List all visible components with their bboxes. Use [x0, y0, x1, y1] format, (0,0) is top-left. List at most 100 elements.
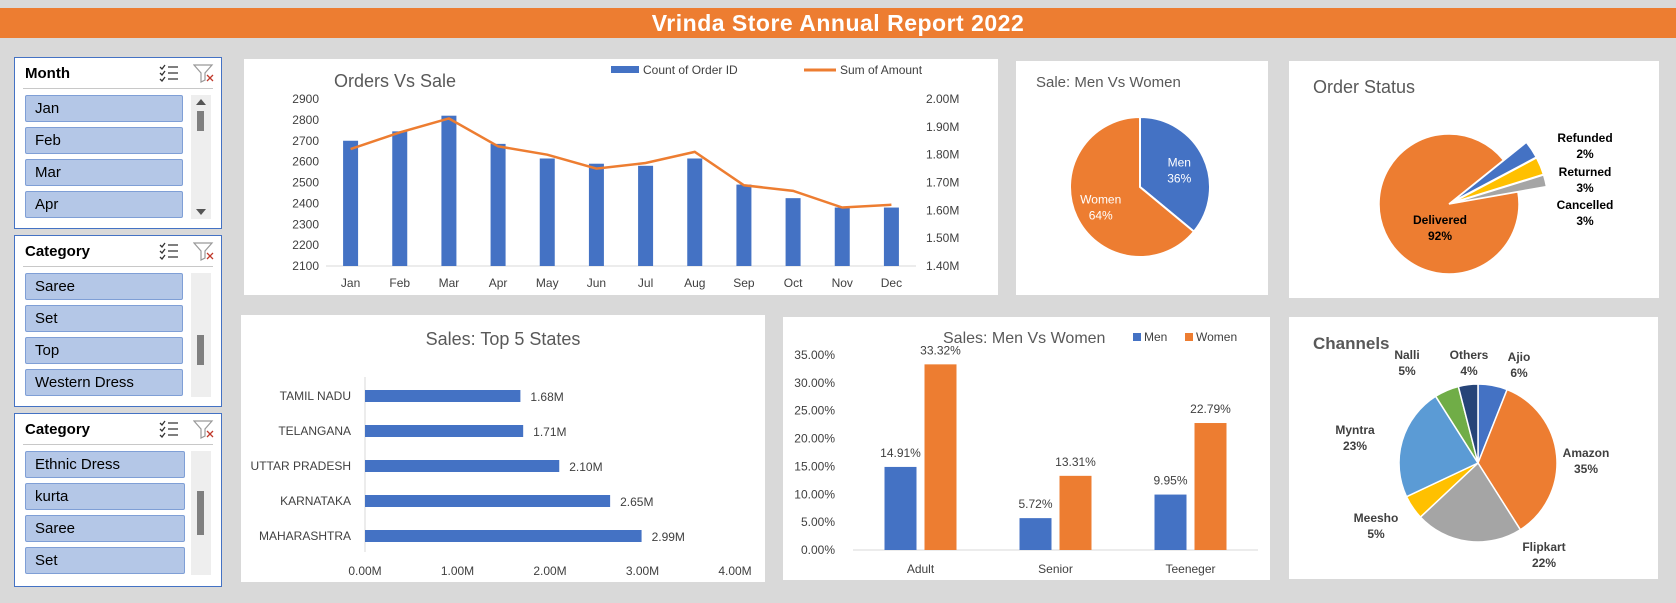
- bar-orders: [441, 116, 456, 266]
- y-tick-label: 25.00%: [794, 404, 835, 418]
- slicer-item[interactable]: Set: [25, 547, 185, 574]
- x-tick-label: Senior: [1038, 562, 1073, 576]
- bar-state: [365, 425, 523, 437]
- slicer-item[interactable]: kurta: [25, 483, 185, 510]
- slicer-item[interactable]: Jan: [25, 95, 183, 122]
- x-tick-label: Sep: [733, 276, 755, 290]
- order-status-pie: Order Status Delivered 92% Cancelled 3% Retur…: [1289, 61, 1659, 298]
- multi-select-icon[interactable]: [158, 241, 180, 261]
- channels-pie: ChannelsAjio6%Amazon35%Flipkart22%Meesho…: [1289, 317, 1658, 579]
- slicer-item[interactable]: Apr: [25, 191, 183, 218]
- slice-label: Flipkart: [1522, 540, 1565, 554]
- slice-pct: 23%: [1343, 439, 1367, 453]
- slicer-item[interactable]: Mar: [25, 159, 183, 186]
- orders-vs-sale-chart: Orders Vs Sale Count of Order ID Sum of Am…: [244, 59, 998, 295]
- bar-data-label: 33.32%: [920, 343, 961, 357]
- legend-label-women: Women: [1196, 330, 1237, 344]
- slice-pct: 92%: [1428, 229, 1452, 243]
- y-tick-right: 1.70M: [926, 176, 959, 190]
- bar-women: [1195, 423, 1227, 550]
- slicer-item[interactable]: Set: [25, 305, 183, 332]
- bar-data-label: 2.99M: [652, 530, 685, 544]
- y-tick-label: 0.00%: [801, 543, 835, 557]
- chart-title: Sales: Top 5 States: [426, 329, 581, 349]
- slice-pct: 5%: [1398, 364, 1416, 378]
- clear-filter-icon[interactable]: [193, 63, 215, 83]
- bar-state: [365, 390, 520, 402]
- bar-orders: [835, 208, 850, 266]
- y-tick-left: 2300: [292, 217, 319, 231]
- y-tick-right: 1.80M: [926, 148, 959, 162]
- chart-title: Sales: Men Vs Women: [943, 330, 1105, 347]
- slice-label: Men: [1168, 156, 1191, 170]
- slicer-item[interactable]: Ethnic Dress: [25, 451, 185, 478]
- bar-orders: [589, 164, 604, 266]
- bar-orders: [786, 198, 801, 266]
- pie-slice-delivered: [1379, 134, 1519, 274]
- slice-label: Delivered: [1413, 213, 1467, 227]
- slice-pct: 36%: [1167, 172, 1191, 186]
- x-tick-label: 4.00M: [718, 564, 751, 578]
- scroll-thumb[interactable]: [197, 491, 204, 535]
- line-sum-amount: [351, 118, 892, 207]
- scroll-down-icon[interactable]: [195, 207, 207, 217]
- legend-label-men: Men: [1144, 330, 1167, 344]
- scroll-thumb[interactable]: [197, 335, 204, 365]
- slicer-item[interactable]: Western Dress: [25, 369, 183, 396]
- bar-data-label: 14.91%: [880, 446, 921, 460]
- bar-orders: [884, 208, 899, 266]
- y-tick-right: 2.00M: [926, 92, 959, 106]
- bar-data-label: 22.79%: [1190, 402, 1231, 416]
- top-states-chart: Sales: Top 5 StatesTAMIL NADU 1.68MTELANG…: [241, 315, 765, 582]
- x-tick-label: Aug: [684, 276, 705, 290]
- slicer-scrollbar[interactable]: [191, 273, 211, 397]
- bar-data-label: 2.65M: [620, 495, 653, 509]
- slice-label: Meesho: [1354, 511, 1399, 525]
- channels-card: Channels Ajio 6% Amazon 35% Flipkart 22% Meesho…: [1289, 317, 1658, 579]
- multi-select-icon[interactable]: [158, 63, 180, 83]
- bar-women: [925, 364, 957, 550]
- slice-pct: 5%: [1367, 527, 1385, 541]
- state-label: TELANGANA: [278, 424, 351, 438]
- scroll-up-icon[interactable]: [195, 97, 207, 107]
- slice-label: Women: [1080, 192, 1121, 206]
- slicer-title: Month: [25, 65, 70, 82]
- chart-title: Sale: Men Vs Women: [1036, 74, 1181, 91]
- x-tick-label: Mar: [439, 276, 460, 290]
- multi-select-icon[interactable]: [158, 419, 180, 439]
- bar-orders: [687, 158, 702, 266]
- slicer-title: Category: [25, 243, 90, 260]
- y-tick-label: 20.00%: [794, 432, 835, 446]
- slicer-item[interactable]: Top: [25, 337, 183, 364]
- slice-pct: 3%: [1576, 181, 1594, 195]
- category-slicer[interactable]: Category Saree Set Top Western Dress: [14, 235, 222, 407]
- bar-data-label: 13.31%: [1055, 455, 1096, 469]
- bar-orders: [638, 166, 653, 266]
- y-tick-label: 5.00%: [801, 515, 835, 529]
- x-tick-label: Teeneger: [1165, 562, 1215, 576]
- slicer-scrollbar[interactable]: [191, 95, 211, 219]
- scroll-thumb[interactable]: [197, 111, 204, 131]
- month-slicer[interactable]: Month Jan Feb Mar Apr: [14, 57, 222, 229]
- slicer-title: Category: [25, 421, 90, 438]
- bar-data-label: 5.72%: [1018, 497, 1052, 511]
- bar-orders: [491, 144, 506, 266]
- legend-swatch-women: [1185, 333, 1193, 341]
- y-tick-left: 2500: [292, 176, 319, 190]
- state-label: KARNATAKA: [280, 494, 351, 508]
- slicer-item[interactable]: Feb: [25, 127, 183, 154]
- bar-state: [365, 530, 642, 542]
- slicer-item[interactable]: Saree: [25, 273, 183, 300]
- y-tick-label: 10.00%: [794, 487, 835, 501]
- bar-men: [1155, 495, 1187, 550]
- bar-orders: [392, 131, 407, 266]
- slicer-scrollbar[interactable]: [191, 451, 211, 575]
- bar-data-label: 2.10M: [569, 460, 602, 474]
- slicer-item[interactable]: Saree: [25, 515, 185, 542]
- clear-filter-icon[interactable]: [193, 241, 215, 261]
- clear-filter-icon[interactable]: [193, 419, 215, 439]
- age-gender-card: Sales: Men Vs Women Men Women 35.00% 30.00% 2…: [783, 317, 1270, 580]
- slice-pct: 64%: [1089, 208, 1113, 222]
- bar-orders: [343, 141, 358, 266]
- category-slicer-2[interactable]: Category Ethnic Dress kurta Saree Set: [14, 413, 222, 587]
